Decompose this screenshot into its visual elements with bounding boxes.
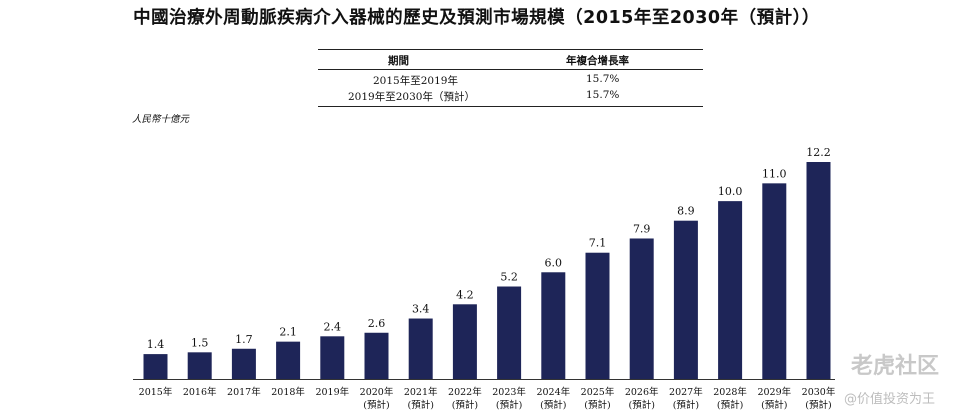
value-label: 1.7: [235, 333, 253, 346]
x-tick-label: 2018年: [271, 386, 305, 398]
x-tick-label: 2022年: [448, 386, 482, 398]
x-tick-note: (預計): [407, 399, 433, 411]
value-label: 10.0: [718, 185, 743, 198]
bar: [452, 304, 477, 379]
bar: [143, 354, 168, 379]
bar: [320, 336, 345, 379]
table-bottom-rule: [318, 106, 703, 107]
bar: [806, 162, 831, 379]
x-tick-label: 2030年: [802, 386, 836, 398]
x-tick-label: 2017年: [227, 386, 261, 398]
value-label: 5.2: [500, 271, 518, 284]
chart-title: 中國治療外周動脈疾病介入器械的歷史及預測市場規模（2015年至2030年（預計）…: [133, 8, 820, 28]
x-tick-note: (預計): [628, 399, 654, 411]
bar: [762, 183, 787, 379]
bar: [497, 286, 522, 379]
value-label: 2.6: [368, 317, 386, 330]
x-tick-note: (預計): [584, 399, 610, 411]
x-tick-label: 2020年: [360, 386, 394, 398]
x-tick-note: (預計): [673, 399, 699, 411]
x-tick-label: 2023年: [492, 386, 526, 398]
value-label: 7.9: [633, 222, 651, 235]
x-tick-label: 2021年: [404, 386, 438, 398]
row-1-period: 2015年至2019年: [373, 75, 458, 87]
value-label: 4.2: [456, 288, 474, 301]
header-cagr: 年複合增長率: [566, 55, 629, 67]
x-tick-note: (預計): [761, 399, 787, 411]
value-label: 8.9: [677, 205, 695, 218]
x-tick-label: 2024年: [536, 386, 570, 398]
table-top-rule: [318, 49, 703, 50]
row-1-rate: 15.7%: [586, 73, 620, 85]
bar: [629, 238, 654, 379]
unit-label: 人民幣十億元: [132, 114, 190, 125]
x-tick-label: 2016年: [183, 386, 217, 398]
value-label: 12.2: [806, 146, 831, 159]
x-tick-label: 2026年: [625, 386, 659, 398]
x-tick-note: (預計): [540, 399, 566, 411]
bar: [541, 272, 566, 379]
value-label: 2.4: [324, 320, 342, 333]
bar: [231, 348, 256, 379]
x-tick-label: 2025年: [581, 386, 615, 398]
bar: [673, 220, 698, 379]
x-tick-note: (預計): [805, 399, 831, 411]
value-label: 1.4: [147, 338, 165, 351]
header-period: 期間: [388, 55, 409, 67]
x-tick-label: 2019年: [315, 386, 349, 398]
bar: [408, 318, 433, 379]
x-tick-label: 2029年: [757, 386, 791, 398]
value-label: 1.5: [191, 336, 209, 349]
x-tick-label: 2028年: [713, 386, 747, 398]
row-2-period: 2019年至2030年（預計）: [348, 91, 475, 103]
value-label: 11.0: [762, 167, 787, 180]
row-2-rate: 15.7%: [586, 89, 620, 101]
bar: [718, 201, 743, 379]
value-label: 7.1: [589, 237, 607, 250]
watermark-handle: @价值投资为王: [843, 392, 935, 407]
x-tick-note: (預計): [452, 399, 478, 411]
x-tick-label: 2027年: [669, 386, 703, 398]
bar: [187, 352, 212, 379]
x-tick-label: 2015年: [139, 386, 173, 398]
x-tick-note: (預計): [496, 399, 522, 411]
bar: [585, 252, 610, 379]
table-header-rule: [318, 69, 703, 70]
value-label: 2.1: [279, 326, 297, 339]
x-tick-note: (預計): [363, 399, 389, 411]
value-label: 6.0: [545, 256, 563, 269]
bar: [364, 332, 389, 379]
x-tick-note: (預計): [717, 399, 743, 411]
bar: [276, 341, 301, 379]
value-label: 3.4: [412, 303, 430, 316]
watermark-brand: 老虎社区: [850, 354, 939, 379]
